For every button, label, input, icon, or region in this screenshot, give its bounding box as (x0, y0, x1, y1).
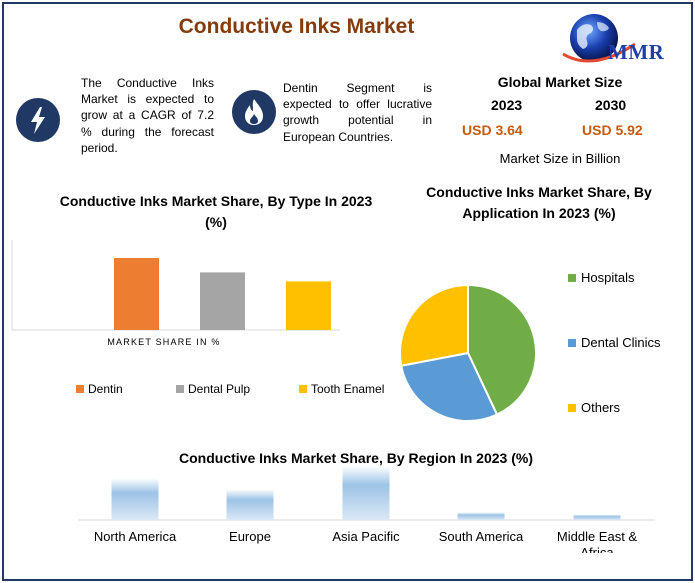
region-label-north-america: North America (93, 529, 177, 544)
type-bar-dentin (114, 258, 159, 330)
year-2023-label: 2023 (491, 97, 523, 113)
type-bar-dental-pulp (200, 272, 245, 330)
pie-slice-hospitals (467, 283, 537, 416)
type-bar-tooth-enamel (286, 281, 331, 330)
page-title: Conductive Inks Market (178, 15, 415, 38)
global-market-title: Global Market Size (497, 74, 623, 90)
flame-icon (232, 90, 276, 134)
region-bar-north-america (111, 478, 159, 520)
market-size-unit: Market Size in Billion (499, 151, 621, 166)
segment-text: Dentin Segment is expected to offer lucr… (283, 81, 432, 144)
region-label-middle-east-africa: Middle East & Africa (556, 529, 638, 553)
legend-hospitals: Hospitals (568, 270, 634, 285)
region-bar-asia-pacific (342, 466, 390, 520)
region-bar-middle-east-africa (573, 514, 621, 520)
legend-label: Others (581, 400, 621, 415)
legend-dental-clinics: Dental Clinics (568, 335, 660, 350)
legend-label: Dental Clinics (581, 335, 661, 350)
legend-swatch (568, 338, 576, 347)
legend-dentin: Dentin (76, 382, 123, 396)
legend-label: Hospitals (581, 270, 635, 285)
legend-swatch (76, 385, 84, 393)
region-bar-europe (226, 489, 274, 520)
region-chart-title: Conductive Inks Market Share, By Region … (179, 450, 533, 466)
legend-others: Others (568, 400, 620, 415)
legend-swatch (299, 385, 307, 393)
legend-swatch (176, 385, 184, 393)
year-2030-label: 2030 (595, 97, 627, 113)
lightning-icon (16, 98, 60, 142)
pie-slice-dental-clinics (400, 351, 499, 422)
legend-swatch (568, 403, 576, 412)
value-2023: USD 3.64 (462, 122, 523, 138)
legend-label: Dentin (88, 382, 123, 396)
region-bar-chart (78, 466, 655, 521)
application-pie-chart (399, 283, 537, 422)
region-label-asia-pacific: Asia Pacific (332, 529, 400, 544)
application-chart-title: Conductive Inks Market Share, By Applica… (426, 184, 652, 221)
region-label-south-america: South America (438, 529, 524, 544)
legend-label: Tooth Enamel (311, 382, 385, 396)
logo-text: MMR (608, 40, 665, 64)
type-chart-title: Conductive Inks Market Share, By Type In… (59, 193, 373, 230)
pie-slice-others (399, 283, 469, 367)
legend-tooth-enamel: Tooth Enamel (299, 382, 384, 396)
legend-label: Dental Pulp (188, 382, 251, 396)
cagr-text: The Conductive Inks Market is expected t… (81, 76, 214, 155)
region-label-europe: Europe (229, 529, 271, 544)
legend-swatch (568, 273, 576, 282)
mmr-logo (562, 14, 636, 63)
value-2030: USD 5.92 (582, 122, 643, 138)
type-bar-chart (11, 240, 340, 331)
legend-dental-pulp: Dental Pulp (176, 382, 250, 396)
region-bar-south-america (457, 512, 505, 520)
type-chart-axis-label: MARKET SHARE IN % (107, 337, 221, 347)
